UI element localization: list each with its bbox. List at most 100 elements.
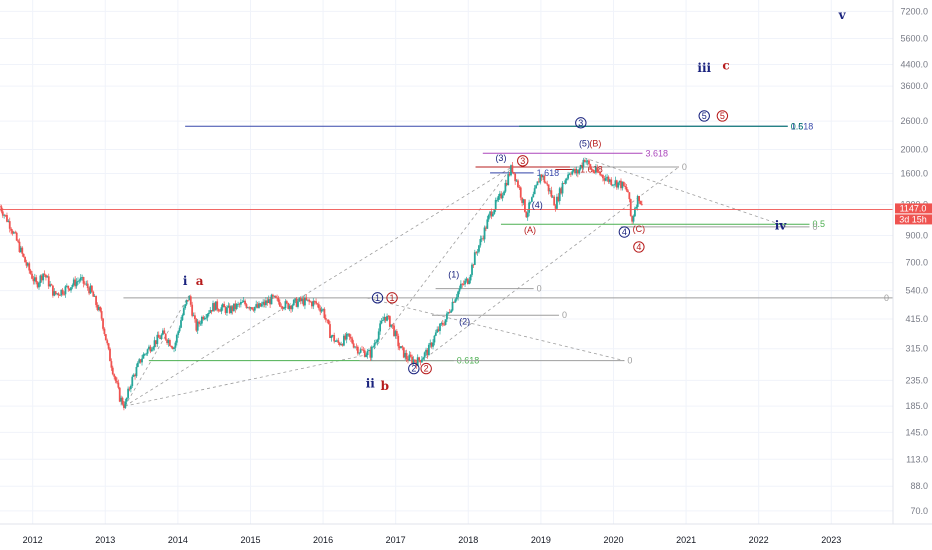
candle-body <box>375 342 377 344</box>
candle-body <box>553 196 556 206</box>
candle-body <box>10 228 13 231</box>
candle-body <box>455 297 458 300</box>
candle-body <box>404 353 407 358</box>
candle-body <box>511 165 514 172</box>
candle-body <box>362 349 365 351</box>
candle-body <box>526 212 529 218</box>
candle-body <box>319 308 322 312</box>
wave-label: (1) <box>448 269 459 279</box>
wave-label: ii <box>366 376 376 390</box>
candle-body <box>104 334 107 341</box>
candle-body <box>92 291 95 297</box>
candle-body <box>540 174 543 178</box>
wave-label: 3 <box>520 156 525 166</box>
candle-body <box>567 174 569 179</box>
candle-body <box>134 374 136 377</box>
candle-body <box>408 354 411 361</box>
candle-body <box>19 247 22 253</box>
candle-body <box>219 310 221 312</box>
candle-body <box>568 173 571 175</box>
candle-body <box>436 329 439 333</box>
candle-body <box>67 285 70 289</box>
candle-body <box>611 184 614 186</box>
candle-body <box>556 196 558 209</box>
candle-body <box>280 306 283 308</box>
candle-body <box>352 343 355 348</box>
candle-body <box>256 304 259 308</box>
wave-circle <box>420 362 432 375</box>
candle-body <box>38 282 40 288</box>
candle-body <box>181 315 184 321</box>
candle-body <box>398 346 401 349</box>
candle-body <box>252 309 255 311</box>
candle-body <box>464 280 466 285</box>
candle-body <box>537 181 540 183</box>
candle-body <box>85 283 88 285</box>
candle-body <box>128 388 131 390</box>
price-tick-label: 1600.0 <box>900 169 928 179</box>
candle-body <box>419 360 422 363</box>
candle-body <box>601 174 604 179</box>
candle-body <box>532 194 535 198</box>
candle-body <box>70 287 72 291</box>
wave-circle <box>633 241 645 253</box>
candle-body <box>327 319 330 325</box>
candle-body <box>432 342 434 347</box>
candle-body <box>214 301 217 311</box>
candle-body <box>277 297 280 303</box>
wave-labels: i a ii b iii c iv v (1) (2) (3) (4) (5) (A) (B) (C) 1 1 2 2… <box>183 8 847 393</box>
time-tick-label: 2015 <box>240 535 260 545</box>
candle-body <box>251 307 253 310</box>
candle-body <box>459 283 462 289</box>
candle-body <box>281 306 284 309</box>
candle-body <box>306 299 309 301</box>
time-axis-bg <box>0 524 932 550</box>
candle-body <box>259 303 262 307</box>
time-tick-label: 2014 <box>168 535 188 545</box>
candle-body <box>414 359 416 362</box>
wave-label: i <box>183 274 188 288</box>
candle-body <box>479 239 482 246</box>
candle-body <box>40 275 43 281</box>
candle-body <box>536 181 539 186</box>
candle-body <box>505 182 508 186</box>
candle-body <box>634 208 636 217</box>
candle-body <box>546 183 549 185</box>
candle-body <box>305 297 308 301</box>
candle-body <box>363 350 366 357</box>
candle-body <box>315 301 317 304</box>
candle-body <box>457 291 459 298</box>
candle-body <box>209 310 212 313</box>
candle-body <box>309 301 312 303</box>
candle-body <box>196 321 199 331</box>
candle-body <box>334 341 337 343</box>
candle-body <box>530 197 533 202</box>
candle-body <box>102 318 104 329</box>
candle-body <box>585 161 588 163</box>
candle-body <box>239 302 242 305</box>
candle-body <box>439 323 441 331</box>
candle-body <box>427 344 430 356</box>
candle-body <box>65 285 68 287</box>
candle-body <box>191 304 194 316</box>
candle-body <box>189 296 192 305</box>
time-tick-label: 2022 <box>749 535 769 545</box>
candle-body <box>171 347 174 350</box>
candle-body <box>405 353 408 360</box>
candle-body <box>444 319 447 325</box>
candle-body <box>241 301 244 303</box>
time-axis[interactable]: 2012 2013 2014 2015 2016 2017 2018 2019 2020 2021… <box>0 523 932 550</box>
candle-body <box>618 180 621 183</box>
candle-body <box>200 316 203 324</box>
candle-body <box>143 353 146 355</box>
candle-body <box>72 279 75 285</box>
price-axis[interactable]: 7200.0 5600.0 4400.0 3600.0 2600.0 2000.0 1600… <box>892 0 932 524</box>
candle-body <box>235 303 238 309</box>
candle-body <box>571 171 574 175</box>
candle-body <box>581 165 583 167</box>
candle-body <box>345 333 348 340</box>
candle-body <box>386 315 388 321</box>
candle-body <box>593 172 596 173</box>
candle-body <box>355 346 358 348</box>
